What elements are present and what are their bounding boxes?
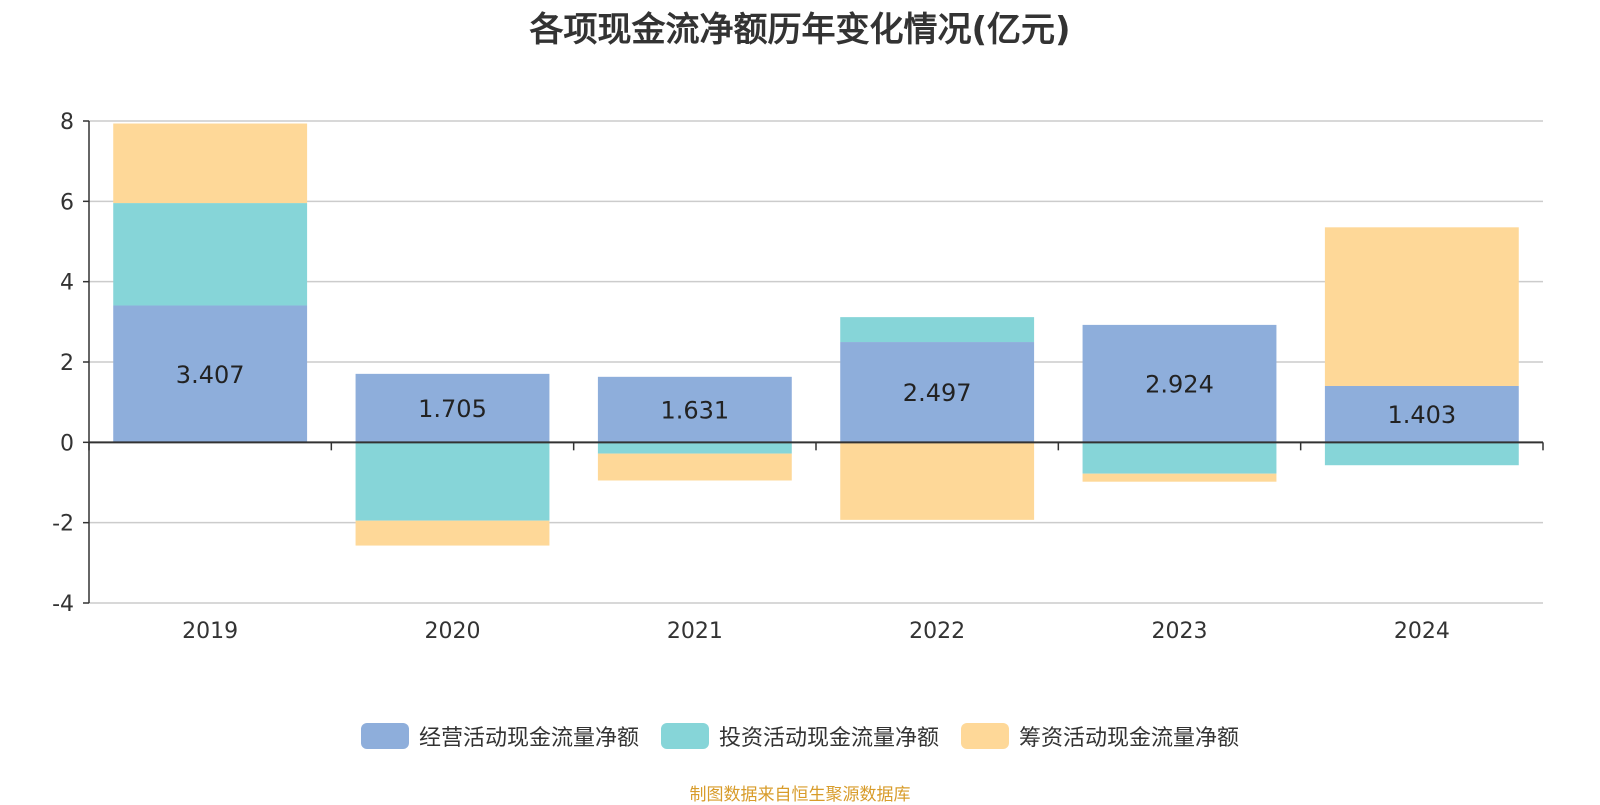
- legend-swatch-financing: [961, 723, 1009, 749]
- bar-2024-series-0: [1324, 385, 1519, 443]
- y-tick-label: 8: [60, 110, 74, 135]
- y-tick-label: 0: [60, 431, 74, 456]
- x-tick-label-2022: 2022: [909, 619, 965, 644]
- x-tick-label-2021: 2021: [667, 619, 723, 644]
- bar-2022-series-1: [840, 317, 1035, 343]
- legend-swatch-investing: [660, 723, 709, 749]
- data-label-2023: 2.924: [1145, 371, 1214, 399]
- legend-item-financing[interactable]: 筹资活动现金流量净额: [961, 720, 1239, 752]
- bar-2022-series-2: [840, 442, 1035, 520]
- data-label-2024: 1.403: [1387, 401, 1456, 429]
- bar-2021-series-2: [597, 453, 792, 481]
- x-tick-label-2019: 2019: [182, 619, 238, 644]
- legend-item-operating[interactable]: 经营活动现金流量净额: [360, 720, 639, 752]
- x-tick-label-2020: 2020: [425, 619, 481, 644]
- data-label-2022: 2.497: [903, 379, 972, 407]
- y-tick-label: -4: [52, 592, 74, 617]
- bar-2024-series-1: [1324, 442, 1519, 466]
- bar-2022-series-0: [840, 342, 1035, 443]
- bar-2020-series-2: [355, 520, 550, 546]
- data-label-2020: 1.705: [418, 395, 487, 423]
- legend-label-operating: 经营活动现金流量净额: [418, 726, 639, 751]
- bar-2023-series-0: [1082, 324, 1277, 443]
- bar-2024-series-2: [1324, 227, 1519, 386]
- data-label-2021: 1.631: [660, 397, 729, 425]
- legend: 经营活动现金流量净额 投资活动现金流量净额 筹资活动现金流量净额: [0, 720, 1600, 752]
- y-tick-label: -2: [52, 512, 74, 537]
- bar-2023-series-1: [1082, 442, 1277, 474]
- source-note: 制图数据来自恒生聚源数据库: [689, 785, 911, 805]
- legend-label-financing: 筹资活动现金流量净额: [1019, 726, 1240, 751]
- bar-2019-series-0: [113, 305, 308, 443]
- legend-label-investing: 投资活动现金流量净额: [718, 726, 939, 751]
- y-tick-label: 6: [60, 190, 74, 215]
- chart-title: 各项现金流净额历年变化情况(亿元): [529, 10, 1071, 50]
- bar-2019-series-2: [113, 123, 308, 204]
- bar-2021-series-0: [597, 376, 792, 443]
- data-label-2019: 3.407: [176, 361, 245, 389]
- y-tick-label: 2: [60, 351, 74, 376]
- legend-item-investing[interactable]: 投资活动现金流量净额: [660, 720, 939, 752]
- stacked-bar-chart: -4 -2 0 2 4 6 8 3.407 2019 1.705 2020 1.631 2021 2.49…: [52, 110, 1544, 644]
- bar-2020-series-1: [355, 442, 550, 521]
- bar-2020-series-0: [355, 373, 550, 443]
- legend-swatch-operating: [360, 723, 409, 749]
- x-tick-label-2023: 2023: [1152, 619, 1208, 644]
- bar-2023-series-2: [1082, 473, 1277, 482]
- bar-2019-series-1: [113, 203, 308, 306]
- bar-2021-series-1: [597, 442, 792, 454]
- x-tick-label-2024: 2024: [1394, 619, 1450, 644]
- y-tick-label: 4: [60, 271, 74, 296]
